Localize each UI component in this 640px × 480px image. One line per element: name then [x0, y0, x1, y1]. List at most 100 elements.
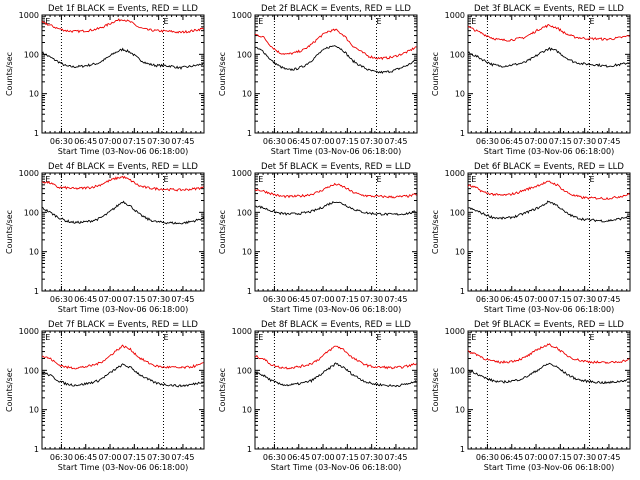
lld-series-line: [254, 182, 417, 199]
y-tick-label: 1: [247, 287, 252, 296]
eclipse-annotation: E: [258, 175, 263, 184]
x-tick-label: 06:30: [50, 295, 73, 304]
plot-panel: Det 8f BLACK = Events, RED = LLD 1 10 100 10…: [218, 320, 418, 472]
x-tick-label: 06:30: [476, 453, 499, 462]
x-tick-label: 06:45: [74, 137, 97, 146]
x-tick-label: 07:00: [525, 453, 548, 462]
eclipse-annotation: E: [258, 333, 263, 342]
y-tick-label: 10: [455, 248, 465, 257]
x-tick-label: 07:00: [99, 453, 122, 462]
x-tick-label: 07:45: [597, 453, 620, 462]
plot-panel: Det 5f BLACK = Events, RED = LLD 1 10 100 10…: [218, 162, 418, 314]
plot-panel: Det 9f BLACK = Events, RED = LLD 1 10 100 10…: [431, 320, 631, 472]
y-tick-label: 10: [455, 406, 465, 415]
x-tick-label: 07:15: [549, 137, 572, 146]
plot-title: Det 3f BLACK = Events, RED = LLD: [474, 4, 624, 14]
plot-panel: Det 6f BLACK = Events, RED = LLD 1 10 100 10…: [431, 162, 631, 314]
x-tick-label: 07:15: [549, 295, 572, 304]
x-tick-label: 07:45: [171, 453, 194, 462]
x-axis-label: Start Time (03-Nov-06 06:18:00): [484, 305, 614, 314]
eclipse-annotation: E: [377, 175, 382, 184]
eclipse-annotation: E: [590, 175, 595, 184]
plot-frame: [41, 172, 205, 292]
y-tick-label: 1000: [445, 169, 465, 178]
y-axis-label: Counts/sec: [431, 210, 440, 254]
x-tick-label: 07:00: [312, 453, 335, 462]
x-tick-label: 07:45: [171, 295, 194, 304]
x-axis-label: Start Time (03-Nov-06 06:18:00): [484, 147, 614, 156]
eclipse-annotation: E: [164, 175, 169, 184]
plot-title: Det 2f BLACK = Events, RED = LLD: [261, 4, 411, 14]
y-tick-label: 1: [460, 129, 465, 138]
x-axis-label: Start Time (03-Nov-06 06:18:00): [58, 305, 188, 314]
eclipse-annotation: E: [377, 333, 382, 342]
plot-panel: Det 7f BLACK = Events, RED = LLD 1 10 100 10…: [5, 320, 205, 472]
x-tick-label: 07:00: [525, 137, 548, 146]
lld-series-line: [254, 28, 417, 61]
y-tick-label: 10: [29, 90, 39, 99]
x-tick-label: 07:15: [336, 137, 359, 146]
y-tick-label: 10: [242, 90, 252, 99]
x-tick-label: 07:30: [147, 137, 170, 146]
y-axis-label: Counts/sec: [5, 368, 14, 412]
x-tick-label: 07:45: [171, 137, 194, 146]
x-tick-label: 07:45: [597, 137, 620, 146]
lld-series-line: [467, 343, 630, 364]
lld-series-line: [254, 345, 417, 370]
plot-title: Det 5f BLACK = Events, RED = LLD: [261, 162, 411, 172]
y-tick-label: 1: [34, 129, 39, 138]
y-tick-label: 1000: [232, 169, 252, 178]
eclipse-annotation: E: [377, 17, 382, 26]
x-tick-label: 07:30: [573, 295, 596, 304]
lld-series-line: [467, 23, 630, 42]
x-tick-label: 07:45: [384, 137, 407, 146]
x-axis-label: Start Time (03-Nov-06 06:18:00): [271, 147, 401, 156]
x-tick-label: 07:30: [360, 137, 383, 146]
events-series-line: [254, 362, 417, 388]
plot-title: Det 6f BLACK = Events, RED = LLD: [474, 162, 624, 172]
plot-title: Det 7f BLACK = Events, RED = LLD: [48, 320, 198, 330]
x-tick-label: 07:15: [336, 453, 359, 462]
plot-frame: [41, 14, 205, 134]
y-tick-label: 100: [237, 366, 252, 375]
y-tick-label: 10: [242, 248, 252, 257]
x-tick-label: 07:15: [123, 453, 146, 462]
plot-frame: [254, 14, 418, 134]
x-tick-label: 07:30: [147, 453, 170, 462]
x-tick-label: 06:45: [500, 137, 523, 146]
x-tick-label: 07:45: [384, 295, 407, 304]
eclipse-annotation: E: [45, 17, 50, 26]
events-series-line: [467, 200, 630, 223]
y-tick-label: 100: [24, 366, 39, 375]
eclipse-annotation: E: [471, 175, 476, 184]
plot-title: Det 9f BLACK = Events, RED = LLD: [474, 320, 624, 330]
y-axis-label: Counts/sec: [5, 52, 14, 96]
x-tick-label: 06:30: [476, 137, 499, 146]
plot-title: Det 1f BLACK = Events, RED = LLD: [48, 4, 198, 14]
x-axis-label: Start Time (03-Nov-06 06:18:00): [58, 463, 188, 472]
eclipse-annotation: E: [45, 333, 50, 342]
y-tick-label: 1: [34, 287, 39, 296]
x-tick-label: 07:30: [360, 295, 383, 304]
x-axis-label: Start Time (03-Nov-06 06:18:00): [58, 147, 188, 156]
y-tick-label: 10: [29, 248, 39, 257]
plot-frame: [254, 172, 418, 292]
lld-series-line: [41, 344, 204, 370]
x-tick-label: 06:45: [500, 453, 523, 462]
y-tick-label: 10: [242, 406, 252, 415]
y-tick-label: 100: [450, 50, 465, 59]
plot-panel: Det 4f BLACK = Events, RED = LLD 1 10 100 10…: [5, 162, 205, 314]
y-tick-label: 1: [247, 129, 252, 138]
x-tick-label: 07:00: [99, 295, 122, 304]
y-tick-label: 1000: [19, 327, 39, 336]
x-tick-label: 07:30: [360, 453, 383, 462]
eclipse-annotation: E: [258, 17, 263, 26]
x-tick-label: 06:30: [50, 453, 73, 462]
y-tick-label: 100: [237, 50, 252, 59]
events-series-line: [41, 200, 204, 225]
y-axis-label: Counts/sec: [431, 52, 440, 96]
events-series-line: [467, 47, 630, 68]
eclipse-annotation: E: [471, 333, 476, 342]
y-tick-label: 100: [237, 208, 252, 217]
events-series-line: [254, 201, 417, 216]
